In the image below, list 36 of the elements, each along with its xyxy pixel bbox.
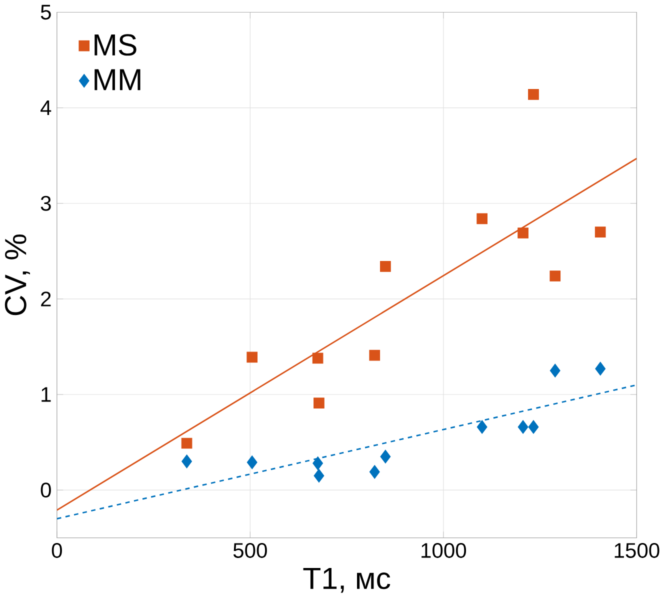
point [380,261,391,272]
point [181,438,192,449]
x-tick-label: 500 [233,543,267,558]
point [312,352,324,364]
point [182,454,192,468]
point [369,350,380,361]
point [550,270,561,282]
point [518,420,528,434]
y-axis-title: CV, % [4,234,30,316]
legend-label: MM [94,69,140,90]
point [595,362,606,376]
point [550,364,560,378]
y-tick-label: 0 [40,482,51,498]
point [246,456,258,470]
point [476,420,488,434]
point [476,213,488,224]
point [380,450,391,464]
y-tick-label: 2 [41,292,51,306]
x-axis-title: T1, мс [303,568,390,593]
point [518,228,528,239]
point [594,226,606,238]
y-tick-label: 4 [40,100,52,116]
point [314,469,324,483]
point [528,420,539,434]
x-tick-label: 1500 [614,543,660,558]
point [246,352,258,363]
point [314,398,324,409]
legend-label: MS [94,34,136,56]
point [312,456,324,470]
x-tick-label: 1000 [422,543,466,558]
point [528,89,539,100]
y-tick-label: 5 [40,5,51,20]
x-tick-label: 0 [52,543,62,558]
point [369,465,380,479]
y-tick-label: 3 [40,196,51,211]
y-tick-label: 1 [42,387,51,402]
